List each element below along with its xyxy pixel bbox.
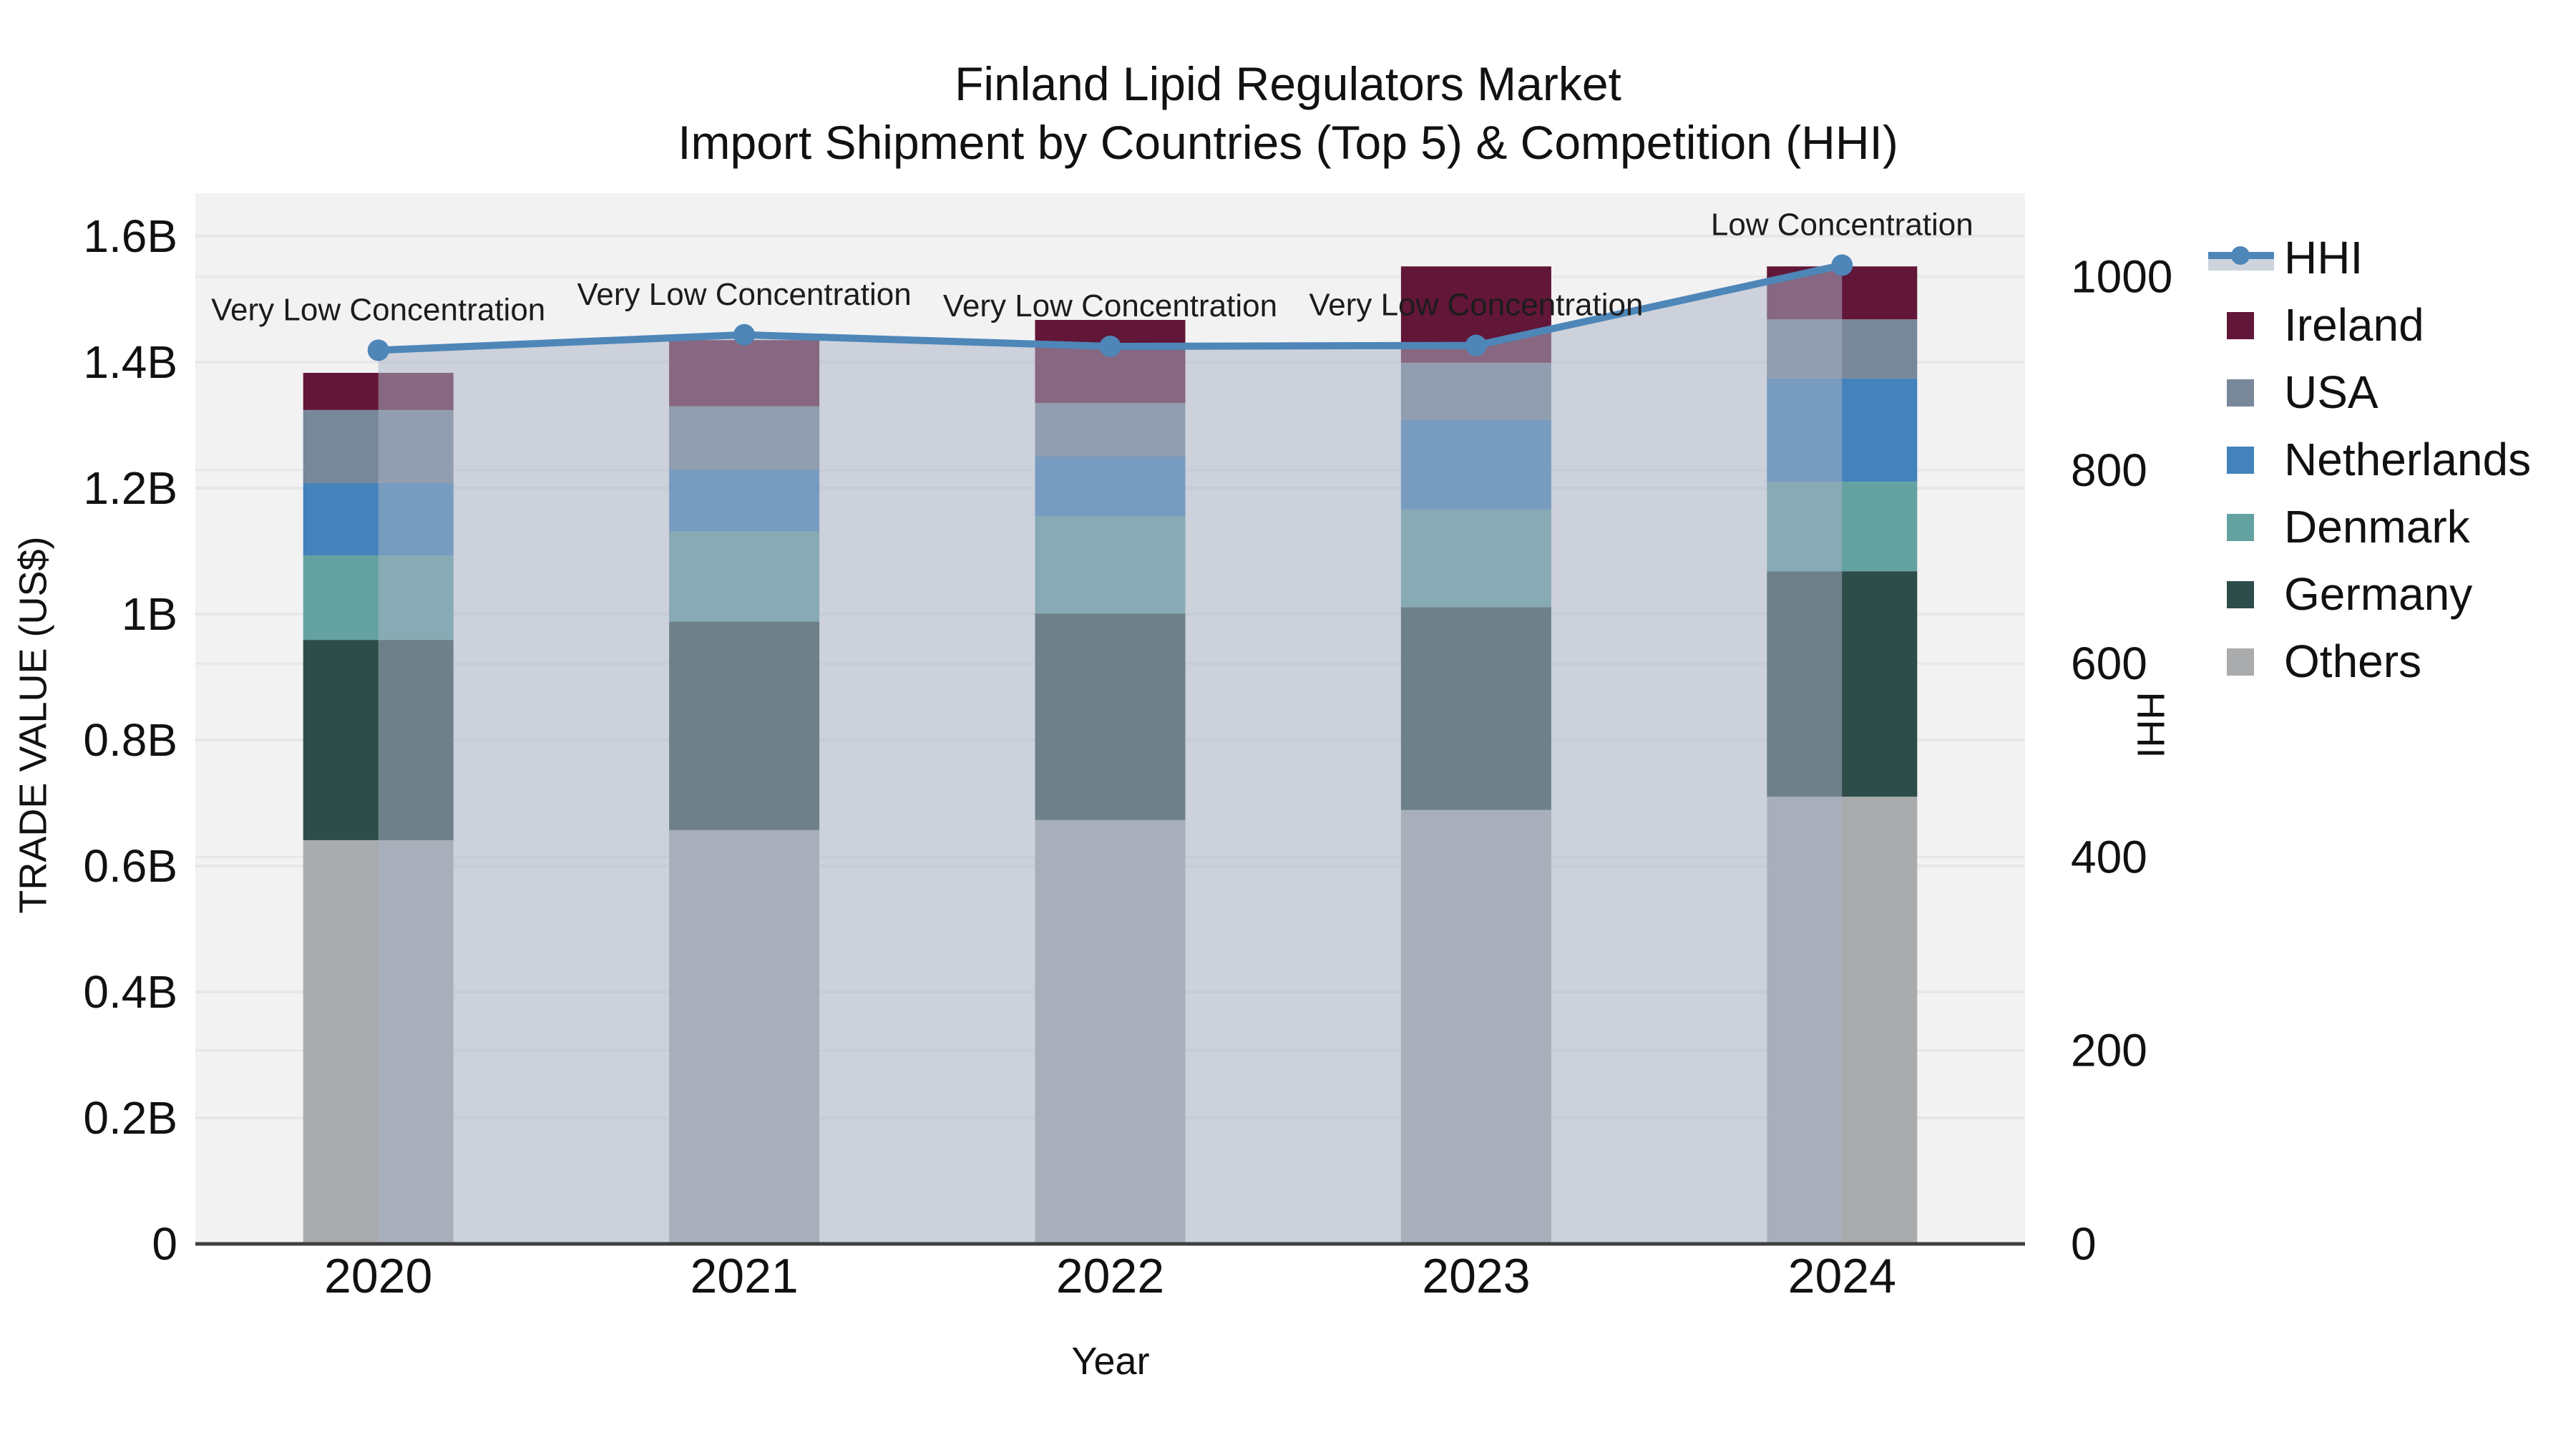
- annotation-2023: Very Low Concentration: [1309, 288, 1643, 323]
- y-tick-label-left: 0.6B: [83, 840, 177, 892]
- hhi-marker-2022[interactable]: [1099, 335, 1121, 357]
- legend-label: Netherlands: [2284, 434, 2532, 485]
- legend-item-usa[interactable]: USA: [2208, 359, 2531, 427]
- y-tick-label-left: 0.2B: [83, 1092, 177, 1144]
- y-tick-label-right: 400: [2071, 831, 2147, 882]
- legend-item-hhi[interactable]: HHI: [2208, 225, 2531, 292]
- color-swatch-icon: [2208, 379, 2274, 407]
- legend-item-ireland[interactable]: Ireland: [2208, 292, 2531, 359]
- legend-swatch-usa: [2227, 379, 2254, 407]
- x-tick-label-2023: 2023: [1422, 1249, 1530, 1303]
- legend-swatch-netherlands: [2227, 447, 2254, 474]
- y-tick-label-left: 1.6B: [83, 210, 177, 262]
- right-axis-title: HHI: [2118, 0, 2181, 1450]
- legend-swatch-denmark: [2227, 514, 2254, 541]
- color-swatch-icon: [2208, 513, 2274, 542]
- legend-label: Germany: [2284, 568, 2473, 620]
- annotation-2022: Very Low Concentration: [943, 288, 1277, 323]
- legend-label: HHI: [2284, 232, 2363, 283]
- color-swatch-icon: [2208, 311, 2274, 340]
- hhi-marker-2021[interactable]: [733, 323, 756, 346]
- legend-item-denmark[interactable]: Denmark: [2208, 494, 2531, 561]
- hhi-marker-swatch: [2231, 245, 2250, 264]
- legend-label: Denmark: [2284, 501, 2470, 553]
- y-tick-label-left: 1.2B: [83, 462, 177, 514]
- right-axis-title-text: HHI: [2129, 691, 2172, 759]
- hhi-marker-2023[interactable]: [1465, 334, 1487, 356]
- legend-swatch-germany: [2227, 581, 2254, 608]
- y-tick-label-left: 0: [152, 1218, 177, 1270]
- x-tick-label-2024: 2024: [1788, 1249, 1896, 1303]
- hhi-line-swatch-icon: [2208, 244, 2274, 273]
- hhi-area: [378, 265, 1843, 1245]
- y-tick-label-right: 1000: [2071, 251, 2172, 303]
- y-tick-label-left: 0.4B: [83, 966, 177, 1018]
- chart-title-line1: Finland Lipid Regulators Market: [955, 57, 1621, 110]
- legend-label: Ireland: [2284, 299, 2424, 351]
- chart-title-line2: Import Shipment by Countries (Top 5) & C…: [678, 116, 1898, 169]
- x-axis-title: Year: [1071, 1340, 1150, 1383]
- x-tick-label-2022: 2022: [1056, 1249, 1164, 1303]
- y-tick-label-right: 0: [2071, 1218, 2097, 1270]
- y-tick-label-left: 0.8B: [83, 714, 177, 766]
- y-tick-label-right: 800: [2071, 444, 2147, 496]
- legend-swatch-ireland: [2227, 312, 2254, 339]
- legend-item-germany[interactable]: Germany: [2208, 561, 2531, 628]
- x-tick-label-2020: 2020: [324, 1249, 432, 1303]
- x-tick-label-2021: 2021: [690, 1249, 798, 1303]
- left-axis-title: TRADE VALUE (US$): [3, 0, 66, 1450]
- color-swatch-icon: [2208, 580, 2274, 609]
- legend-item-netherlands[interactable]: Netherlands: [2208, 427, 2531, 494]
- hhi-marker-2024[interactable]: [1831, 254, 1853, 276]
- color-swatch-icon: [2208, 446, 2274, 475]
- color-swatch-icon: [2208, 648, 2274, 676]
- legend-label: USA: [2284, 366, 2379, 418]
- y-tick-label-right: 200: [2071, 1025, 2147, 1076]
- legend-label: Others: [2284, 636, 2422, 687]
- y-tick-label-right: 600: [2071, 638, 2147, 689]
- legend-swatch-others: [2227, 648, 2254, 676]
- legend: HHI Ireland USA Netherlands Denmark Germany Ot…: [2208, 225, 2531, 696]
- legend-item-others[interactable]: Others: [2208, 628, 2531, 696]
- chart-title: Finland Lipid Regulators Market Import S…: [0, 54, 2576, 172]
- y-tick-label-left: 1B: [122, 588, 177, 640]
- y-tick-label-left: 1.4B: [83, 336, 177, 388]
- hhi-marker-2020[interactable]: [367, 339, 389, 361]
- left-axis-title-text: TRADE VALUE (US$): [12, 536, 55, 914]
- annotation-2021: Very Low Concentration: [577, 277, 912, 312]
- annotation-2024: Low Concentration: [1711, 207, 1974, 242]
- annotation-2020: Very Low Concentration: [211, 292, 545, 327]
